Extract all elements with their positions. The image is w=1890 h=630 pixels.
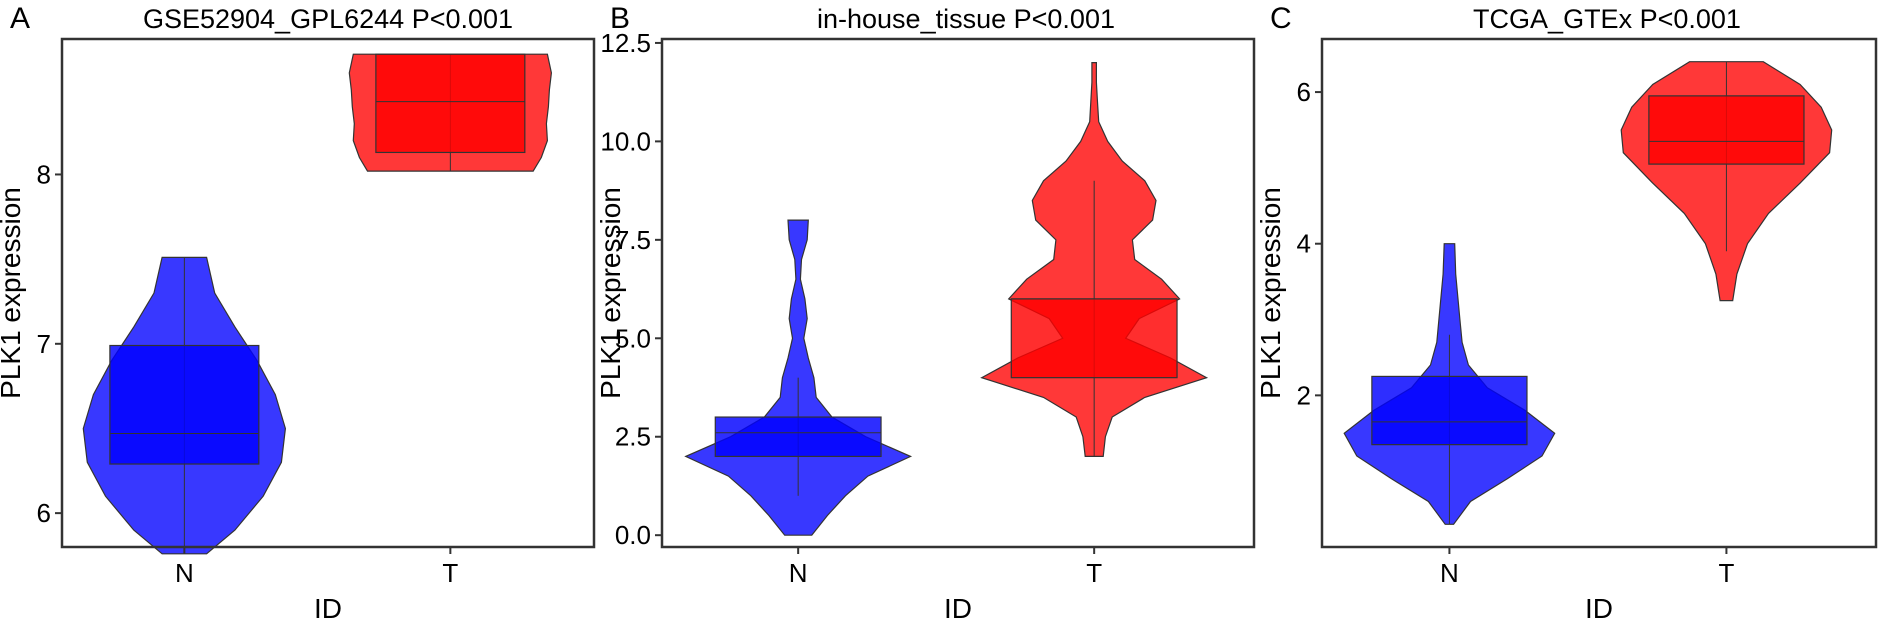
y-tick-label: 5.0 (615, 323, 651, 353)
x-tick-label: T (1086, 558, 1102, 588)
y-tick-label: 2 (1297, 380, 1311, 410)
y-tick-label: 6 (1297, 77, 1311, 107)
y-axis-label: PLK1 expression (595, 187, 626, 399)
x-tick-label: N (175, 558, 194, 588)
x-axis-label: ID (1585, 593, 1613, 624)
panel-letter: A (10, 2, 30, 35)
plot-frame (660, 37, 1256, 549)
y-tick-label: 2.5 (615, 422, 651, 452)
y-tick-label: 6 (37, 498, 51, 528)
iqr-box-n (109, 344, 260, 465)
iqr-box-n (1371, 375, 1528, 446)
iqr-box-n (714, 416, 882, 458)
plot-frame (1320, 37, 1878, 549)
plot-frame (60, 37, 596, 549)
iqr-box-t (375, 53, 526, 154)
panel-letter: C (1270, 2, 1292, 35)
group-t (1620, 61, 1833, 302)
iqr-box-t (1010, 298, 1178, 379)
group-t (348, 53, 553, 172)
title-separator (404, 4, 412, 34)
group-t (980, 62, 1209, 457)
y-tick-label: 7.5 (615, 225, 651, 255)
y-axis-label: PLK1 expression (1255, 187, 1286, 399)
group-n (684, 219, 913, 536)
group-n (1343, 243, 1556, 525)
title-dataset: in-house_tissue (817, 4, 1006, 34)
title-pvalue: P<0.001 (412, 4, 513, 34)
panel-a: A GSE52904_GPL6244 P<0.001 6 7 8 N T ID PLK1 exp… (0, 2, 596, 624)
y-tick-label: 0.0 (615, 520, 651, 550)
panel-letter: B (610, 2, 630, 35)
title-pvalue: P<0.001 (1640, 4, 1741, 34)
y-tick-label: 7 (37, 329, 51, 359)
title-pvalue: P<0.001 (1014, 4, 1115, 34)
title-dataset: TCGA_GTEx (1473, 4, 1633, 34)
y-axis-label: PLK1 expression (0, 187, 26, 399)
x-axis-label: ID (314, 593, 342, 624)
x-tick-label: T (442, 558, 458, 588)
chart-title: in-house_tissue P<0.001 (817, 4, 1115, 34)
chart-title: GSE52904_GPL6244 P<0.001 (143, 4, 513, 34)
y-tick-label: 12.5 (600, 28, 651, 58)
title-dataset: GSE52904_GPL6244 (143, 4, 404, 34)
x-tick-label: N (1440, 558, 1459, 588)
y-tick-label: 10.0 (600, 126, 651, 156)
title-separator (1006, 4, 1014, 34)
group-n (82, 256, 287, 555)
title-separator (1632, 4, 1640, 34)
panel-c: C TCGA_GTEx P<0.001 2 4 6 N T ID PLK1 expression (1255, 2, 1878, 624)
x-tick-label: T (1718, 558, 1734, 588)
chart-title: TCGA_GTEx P<0.001 (1473, 4, 1741, 34)
y-tick-label: 8 (37, 159, 51, 189)
y-tick-label: 4 (1297, 229, 1311, 259)
iqr-box-t (1648, 95, 1805, 165)
x-tick-label: N (789, 558, 808, 588)
x-axis-label: ID (944, 593, 972, 624)
